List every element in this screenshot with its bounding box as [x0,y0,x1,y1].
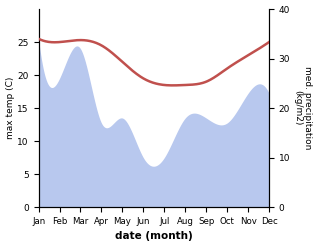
Y-axis label: med. precipitation
(kg/m2): med. precipitation (kg/m2) [293,66,313,150]
X-axis label: date (month): date (month) [115,231,193,242]
Y-axis label: max temp (C): max temp (C) [5,77,15,139]
